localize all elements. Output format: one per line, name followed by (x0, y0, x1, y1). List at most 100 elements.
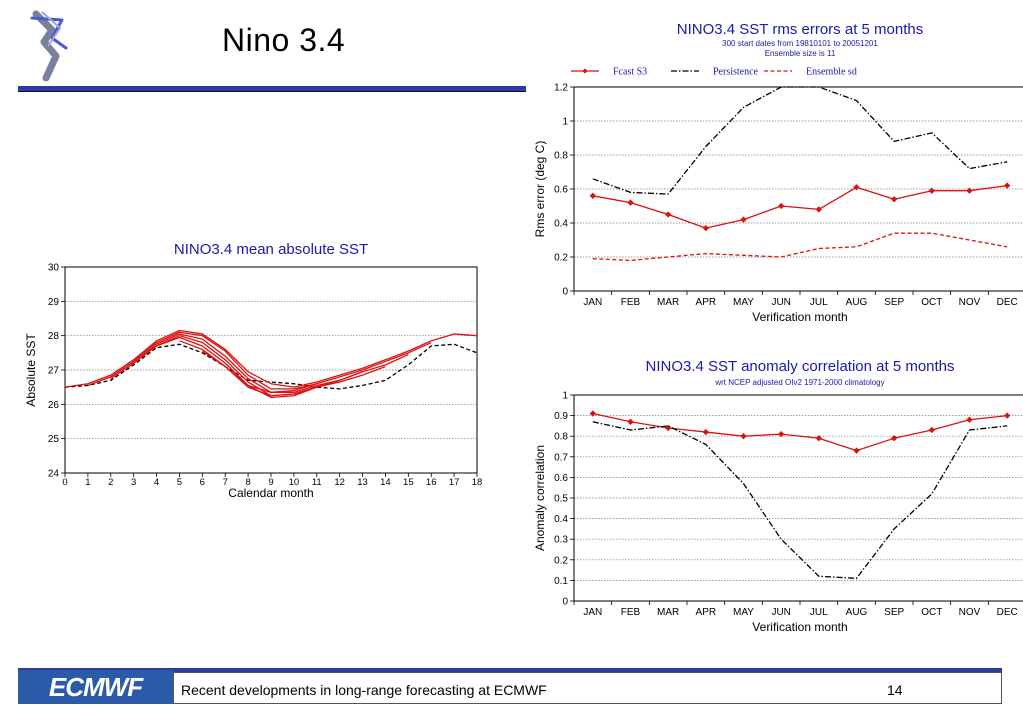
y-tick-label: 0.4 (554, 219, 568, 230)
series-line (592, 412, 1008, 452)
x-tick-label: JUL (810, 607, 828, 618)
legend-label: Persistence (713, 67, 759, 78)
x-tick-label: 18 (472, 477, 483, 488)
anomaly-correlation-chart-svg: NINO3.4 SST anomaly correlation at 5 mon… (533, 358, 1023, 634)
x-tick-label: SEP (884, 607, 904, 618)
data-point (589, 410, 596, 417)
legend-marker (582, 68, 588, 74)
y-tick-label: 0.6 (554, 473, 568, 484)
data-point (589, 192, 596, 199)
ecmwf-logo-text: ECMWF (48, 671, 143, 702)
series-line (592, 86, 1008, 195)
y-tick-label: 1.2 (554, 83, 568, 94)
series-line (592, 232, 1008, 262)
y-tick-label: 0.3 (554, 535, 568, 546)
y-tick-label: 29 (48, 297, 60, 308)
series-line (201, 341, 432, 393)
chart-title: NINO3.4 SST rms errors at 5 months (677, 21, 923, 38)
data-point (815, 435, 822, 442)
x-tick-label: FEB (621, 607, 641, 618)
x-tick-label: AUG (846, 607, 868, 618)
x-tick-label: FEB (621, 297, 641, 308)
y-tick-label: 1 (562, 117, 568, 128)
y-tick-label: 0.9 (554, 411, 568, 422)
data-point (891, 196, 898, 203)
ecmwf-emblem-icon (30, 10, 68, 82)
y-tick-label: 0.4 (554, 514, 568, 525)
data-point (740, 433, 747, 440)
y-tick-label: 0 (562, 287, 568, 298)
x-tick-label: AUG (846, 297, 868, 308)
x-tick-label: 1 (85, 477, 90, 488)
plot-frame (64, 266, 478, 474)
x-axis-label: Verification month (752, 310, 847, 324)
x-tick-label: NOV (959, 607, 981, 618)
y-tick-label: 0 (562, 597, 568, 608)
legend-label: Ensemble sd (806, 67, 857, 78)
data-point (1004, 182, 1011, 189)
x-tick-label: DEC (997, 297, 1018, 308)
data-point (627, 199, 634, 206)
y-tick-label: 27 (48, 366, 60, 377)
y-tick-label: 0.1 (554, 576, 568, 587)
y-tick-label: 0.5 (554, 494, 568, 505)
x-tick-label: 2 (108, 477, 113, 488)
y-tick-label: 0.8 (554, 432, 568, 443)
chart-subtitle: Ensemble size is 11 (765, 49, 836, 58)
x-tick-label: 12 (334, 477, 345, 488)
data-point (740, 216, 747, 223)
y-tick-label: 30 (48, 263, 60, 274)
x-tick-label: JAN (583, 607, 602, 618)
footer-text: Recent developments in long-range foreca… (181, 682, 547, 698)
y-tick-label: 0.8 (554, 151, 568, 162)
data-point (702, 224, 709, 232)
data-point (1004, 412, 1011, 419)
y-axis-label: Absolute SST (24, 333, 38, 407)
data-point (627, 418, 634, 425)
legend-label: Fcast S3 (613, 67, 647, 78)
x-tick-label: 3 (131, 477, 136, 488)
x-axis-label: Verification month (752, 620, 847, 634)
y-axis-label: Rms error (deg C) (533, 141, 547, 238)
chart-subtitle: 300 start dates from 19810101 to 2005120… (722, 39, 878, 48)
y-tick-label: 0.7 (554, 452, 568, 463)
rms-error-chart: NINO3.4 SST rms errors at 5 months 300 st… (526, 10, 1023, 332)
ecmwf-logo: ECMWF (18, 670, 173, 704)
x-tick-label: APR (696, 607, 717, 618)
data-point (778, 202, 785, 210)
data-point (853, 184, 860, 191)
x-tick-label: 11 (312, 477, 322, 488)
chart-title: NINO3.4 mean absolute SST (174, 241, 368, 258)
data-point (928, 187, 935, 194)
x-tick-label: DEC (997, 607, 1018, 618)
series-line (110, 333, 340, 393)
x-tick-label: MAY (733, 607, 754, 618)
x-tick-label: 8 (245, 477, 250, 488)
data-point (815, 206, 822, 213)
data-point (966, 416, 973, 423)
x-tick-label: JAN (583, 297, 602, 308)
chart-subtitle: wrt NCEP adjusted OIv2 1971-2000 climato… (714, 378, 884, 387)
y-tick-label: 1 (562, 391, 568, 402)
x-tick-label: APR (696, 297, 717, 308)
y-tick-label: 0.2 (554, 253, 568, 264)
x-tick-label: MAR (657, 607, 679, 618)
x-tick-label: 17 (449, 477, 460, 488)
x-tick-label: OCT (921, 297, 942, 308)
x-tick-label: OCT (921, 607, 942, 618)
footer-box (173, 672, 1002, 704)
x-tick-label: 7 (223, 477, 228, 488)
x-tick-label: 13 (357, 477, 368, 488)
x-tick-label: SEP (884, 297, 904, 308)
series-line (64, 343, 478, 390)
data-point (778, 430, 785, 438)
x-tick-label: 4 (154, 477, 159, 488)
data-point (853, 447, 860, 454)
y-tick-label: 25 (48, 434, 60, 445)
data-point (891, 435, 898, 442)
data-point (702, 428, 709, 436)
x-tick-label: 9 (268, 477, 273, 488)
x-tick-label: 16 (426, 477, 437, 488)
x-tick-label: 6 (200, 477, 205, 488)
